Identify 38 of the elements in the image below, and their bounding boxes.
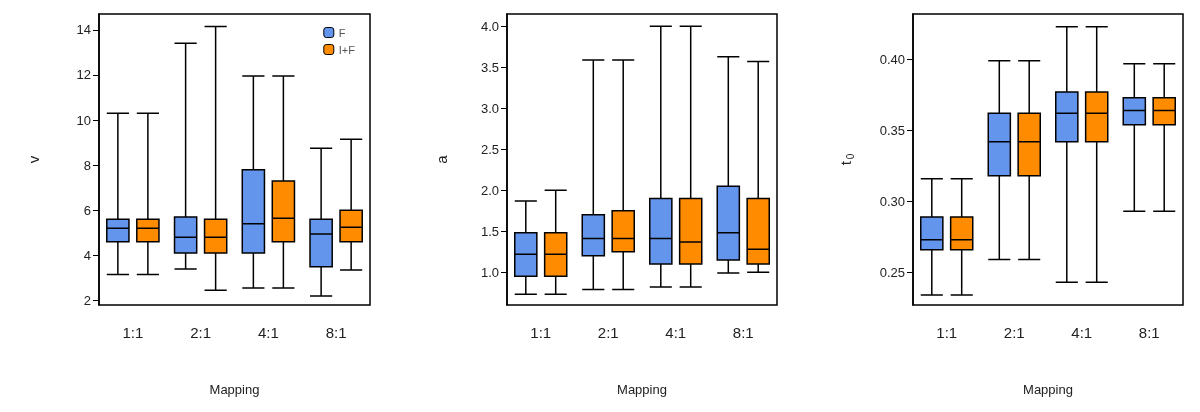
y-tick-label: 0.30 bbox=[879, 193, 905, 209]
x-tick-label: 1:1 bbox=[122, 324, 144, 341]
y-axis-title: t0 bbox=[836, 153, 856, 166]
y-tick-label: 4.0 bbox=[480, 18, 499, 34]
x-tick-label: 4:1 bbox=[1071, 324, 1093, 341]
x-tick-label: 2:1 bbox=[1003, 324, 1025, 341]
legend-label: I+F bbox=[338, 43, 356, 56]
x-tick-label: 8:1 bbox=[1138, 324, 1160, 341]
y-tick-label: 1.0 bbox=[480, 264, 499, 280]
y-axis-title: a bbox=[433, 154, 450, 164]
x-tick-label: 8:1 bbox=[325, 324, 347, 341]
y-tick-label: 3.0 bbox=[480, 100, 499, 116]
y-tick-label: 8 bbox=[83, 157, 91, 173]
y-tick-label: 0.25 bbox=[879, 264, 905, 280]
x-axis-title: Mapping bbox=[209, 382, 260, 397]
y-tick-label: 6 bbox=[83, 202, 91, 218]
y-tick-label: 0.40 bbox=[879, 51, 905, 67]
y-tick-label: 3.5 bbox=[480, 59, 499, 75]
y-tick-label: 2 bbox=[83, 292, 91, 308]
y-tick-label: 14 bbox=[76, 22, 91, 38]
x-tick-label: 4:1 bbox=[257, 324, 279, 341]
x-tick-label: 2:1 bbox=[190, 324, 212, 341]
x-tick-label: 4:1 bbox=[665, 324, 687, 341]
legend-label: F bbox=[338, 26, 346, 39]
y-axis-title: v bbox=[25, 155, 42, 164]
x-axis-title: Mapping bbox=[617, 382, 667, 397]
y-tick-label: 4 bbox=[83, 247, 91, 263]
y-tick-label: 1.5 bbox=[480, 223, 499, 239]
x-tick-label: 8:1 bbox=[732, 324, 754, 341]
y-tick-label: 12 bbox=[76, 67, 91, 83]
y-tick-label: 2.5 bbox=[480, 141, 499, 157]
x-tick-label: 1:1 bbox=[530, 324, 552, 341]
x-tick-label: 2:1 bbox=[597, 324, 619, 341]
x-axis-title: Mapping bbox=[1023, 382, 1073, 397]
y-tick-label: 2.0 bbox=[480, 182, 499, 198]
x-tick-label: 1:1 bbox=[936, 324, 958, 341]
y-tick-label: 10 bbox=[76, 112, 91, 128]
y-tick-label: 0.35 bbox=[879, 122, 905, 138]
